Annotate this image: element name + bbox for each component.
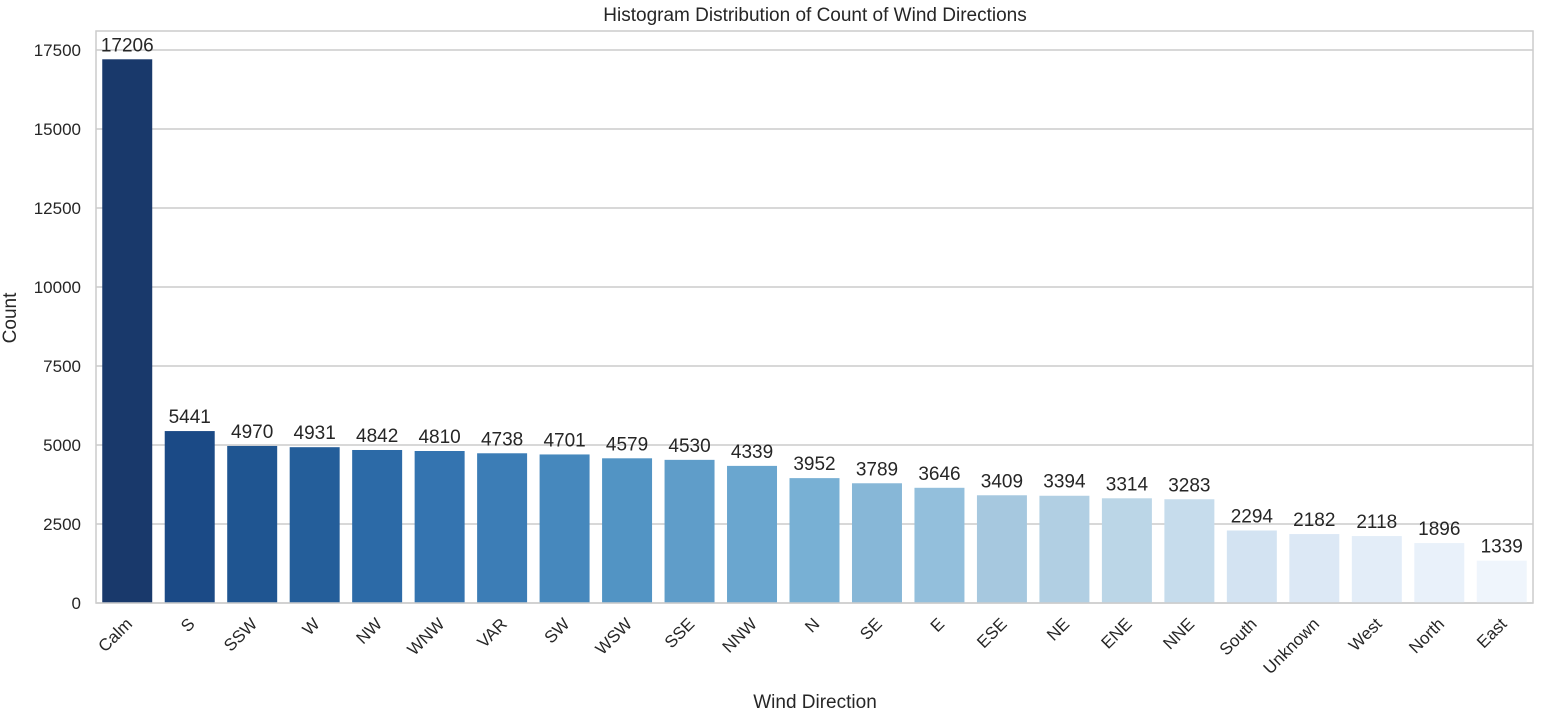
bar [352, 449, 403, 603]
x-tick-label: NNW [719, 614, 761, 656]
bar-value-label: 3314 [1106, 474, 1149, 495]
bar-value-label: 4701 [543, 430, 585, 451]
chart-title: Histogram Distribution of Count of Wind … [603, 5, 1026, 26]
bar-value-label: 3646 [918, 464, 960, 485]
bar [1351, 536, 1402, 603]
bar [1164, 499, 1215, 603]
x-tick-label: W [299, 614, 324, 639]
bar-value-label: 4810 [418, 427, 460, 448]
bar-value-label: 3952 [793, 454, 835, 475]
x-tick-label: S [177, 614, 198, 635]
bar [1414, 543, 1465, 603]
x-tick-label: SE [856, 614, 885, 643]
bar [414, 451, 465, 603]
bar-value-label: 4842 [356, 426, 398, 447]
bar-value-label: 2182 [1293, 510, 1335, 531]
bar [664, 459, 715, 603]
x-tick-label: West [1345, 614, 1386, 655]
y-tick-label: 7500 [43, 357, 81, 376]
x-tick-label: ESE [973, 614, 1010, 651]
bar-value-label: 4579 [606, 434, 648, 455]
y-axis-title: Count [0, 292, 21, 343]
bar-value-label: 4738 [481, 429, 523, 450]
bar [164, 431, 215, 603]
x-tick-label: WNW [404, 614, 449, 659]
bar [477, 453, 528, 603]
bar [1101, 498, 1152, 603]
x-tick-label: NW [353, 614, 386, 647]
bar [602, 458, 653, 603]
y-tick-label: 2500 [43, 515, 81, 534]
x-tick-label: N [801, 614, 823, 636]
bar [539, 454, 590, 603]
y-tick-label: 12500 [34, 199, 81, 218]
bar-value-label: 4339 [731, 442, 773, 463]
bar-value-label: 2294 [1231, 507, 1274, 528]
plot-frame [95, 30, 1534, 604]
y-axis-ticks: 0 2500 5000 7500 10000 12500 15000 17500 [34, 41, 81, 613]
bar [789, 478, 840, 603]
bar [102, 59, 153, 603]
bar [727, 465, 778, 603]
x-axis-ticks: Calm S SSW W NW WNW VAR SW WSW SSE NNW N SE E ESE NE ENE… [95, 614, 1511, 678]
bar-value-label: 1896 [1418, 519, 1460, 540]
y-tick-label: 5000 [43, 436, 81, 455]
x-tick-label: ENE [1098, 614, 1136, 652]
x-tick-label: WSW [592, 614, 636, 658]
y-tick-label: 0 [72, 594, 81, 613]
bar [1476, 560, 1527, 603]
y-tick-label: 15000 [34, 120, 81, 139]
bar [289, 447, 340, 603]
x-tick-label: SW [541, 614, 574, 647]
bar-value-label: 3394 [1043, 472, 1086, 493]
x-tick-label: Calm [95, 614, 136, 655]
x-tick-label: E [927, 614, 948, 635]
bar-value-label: 4530 [668, 436, 710, 457]
x-tick-label: South [1216, 614, 1261, 659]
x-tick-label: NNE [1159, 614, 1198, 653]
bar [1289, 534, 1340, 603]
bar [914, 487, 965, 603]
bar-value-label: 5441 [169, 407, 211, 428]
x-tick-label: VAR [474, 614, 511, 651]
bar [976, 495, 1027, 603]
bar [1039, 495, 1090, 603]
x-tick-label: East [1473, 614, 1511, 652]
bar-value-label: 1339 [1481, 537, 1523, 558]
y-tick-label: 10000 [34, 278, 81, 297]
bar-value-label: 2118 [1356, 512, 1397, 533]
x-tick-label: NE [1043, 614, 1073, 644]
x-axis-title: Wind Direction [753, 692, 877, 713]
x-tick-label: SSW [220, 614, 261, 655]
data-labels: 17206 5441 4970 4931 4842 4810 4738 4701 4579 453… [101, 35, 1523, 557]
bar-value-label: 3789 [856, 459, 898, 480]
bar-value-label: 3409 [981, 471, 1023, 492]
bar [1226, 530, 1277, 603]
x-tick-label: Unknown [1260, 614, 1324, 678]
bar-value-label: 4931 [294, 423, 336, 444]
bar-value-label: 3283 [1168, 475, 1210, 496]
bar [227, 445, 278, 603]
x-tick-label: SSE [661, 614, 698, 651]
y-tick-label: 17500 [34, 41, 81, 60]
x-tick-label: North [1405, 614, 1448, 657]
bar-value-label: 17206 [101, 35, 154, 56]
bar [851, 483, 902, 603]
bars [102, 59, 1527, 603]
bar-value-label: 4970 [231, 422, 273, 443]
